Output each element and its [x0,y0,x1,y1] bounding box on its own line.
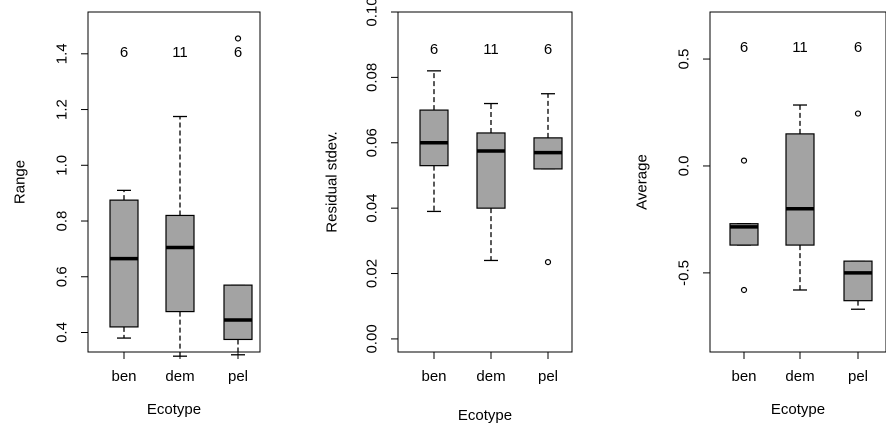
chart1-count-label-ben: 6 [120,44,128,61]
chart1-y-tick-label: 1.0 [54,155,71,176]
chart1-y-tick-label: 0.6 [54,266,71,287]
chart2-outlier-pel-0 [544,258,552,266]
chart3-box-pel [843,260,873,302]
chart3-y-tick-label: 0.5 [676,49,693,70]
chart1-y-tick-label: 0.8 [54,211,71,232]
chart1-x-axis-title: Ecotype [147,401,201,418]
chart2-y-tick-label: 0.08 [364,63,381,92]
chart1-x-tick-label-dem: dem [165,368,194,385]
chart2-count-label-dem: 11 [483,41,499,58]
chart3-plot-frame [709,11,886,353]
chart3-x-tick-label-ben: ben [731,368,756,385]
chart1-y-axis-title: Range [12,160,29,204]
chart3-outlier-ben-0 [740,157,748,164]
chart3-outlier-pel-0 [854,110,862,117]
chart1-count-label-dem: 11 [172,44,188,61]
chart1-y-tick-label: 0.4 [54,322,71,343]
chart3-y-axis-title: Average [634,154,651,210]
chart1-count-label-pel: 6 [234,44,242,61]
chart2-y-tick-label: 0.04 [364,194,381,223]
chart2-y-tick-label: 0.00 [364,324,381,353]
chart1-box-ben [109,199,139,328]
chart3-count-label-pel: 6 [854,39,862,56]
chart2-y-tick-label: 0.10 [364,0,381,27]
chart3-box-ben [729,223,759,246]
chart1-box-dem [165,214,195,313]
chart3-count-label-ben: 6 [740,39,748,56]
chart2-count-label-pel: 6 [544,41,552,58]
chart3-x-tick-label-dem: dem [785,368,814,385]
chart3-y-tick-label: 0.0 [676,156,693,177]
chart2-x-tick-label-pel: pel [538,368,558,385]
chart3-count-label-dem: 11 [792,39,808,56]
chart3-box-dem [785,133,815,246]
chart3-outlier-ben-1 [740,286,748,294]
chart2-box-dem [476,132,506,209]
chart2-y-tick-label: 0.02 [364,259,381,288]
chart3-x-axis-title: Ecotype [771,401,825,418]
chart1-box-pel [223,284,253,341]
chart2-x-tick-label-dem: dem [476,368,505,385]
chart2-count-label-ben: 6 [430,41,438,58]
chart1-outlier-pel-0 [234,35,242,42]
chart2-y-tick-label: 0.06 [364,128,381,157]
chart2-plot-frame [397,11,573,353]
chart1-y-tick-label: 1.4 [54,43,71,64]
chart3-y-tick-label: -0.5 [676,260,693,286]
chart1-plot-frame [87,11,261,353]
chart1-y-tick-label: 1.2 [54,99,71,120]
chart3-x-tick-label-pel: pel [848,368,868,385]
chart2-x-axis-title: Ecotype [458,407,512,424]
chart2-box-ben [419,109,449,167]
chart1-x-tick-label-pel: pel [228,368,248,385]
chart2-x-tick-label-ben: ben [421,368,446,385]
chart1-x-tick-label-ben: ben [111,368,136,385]
chart2-y-axis-title: Residual stdev. [324,131,341,232]
